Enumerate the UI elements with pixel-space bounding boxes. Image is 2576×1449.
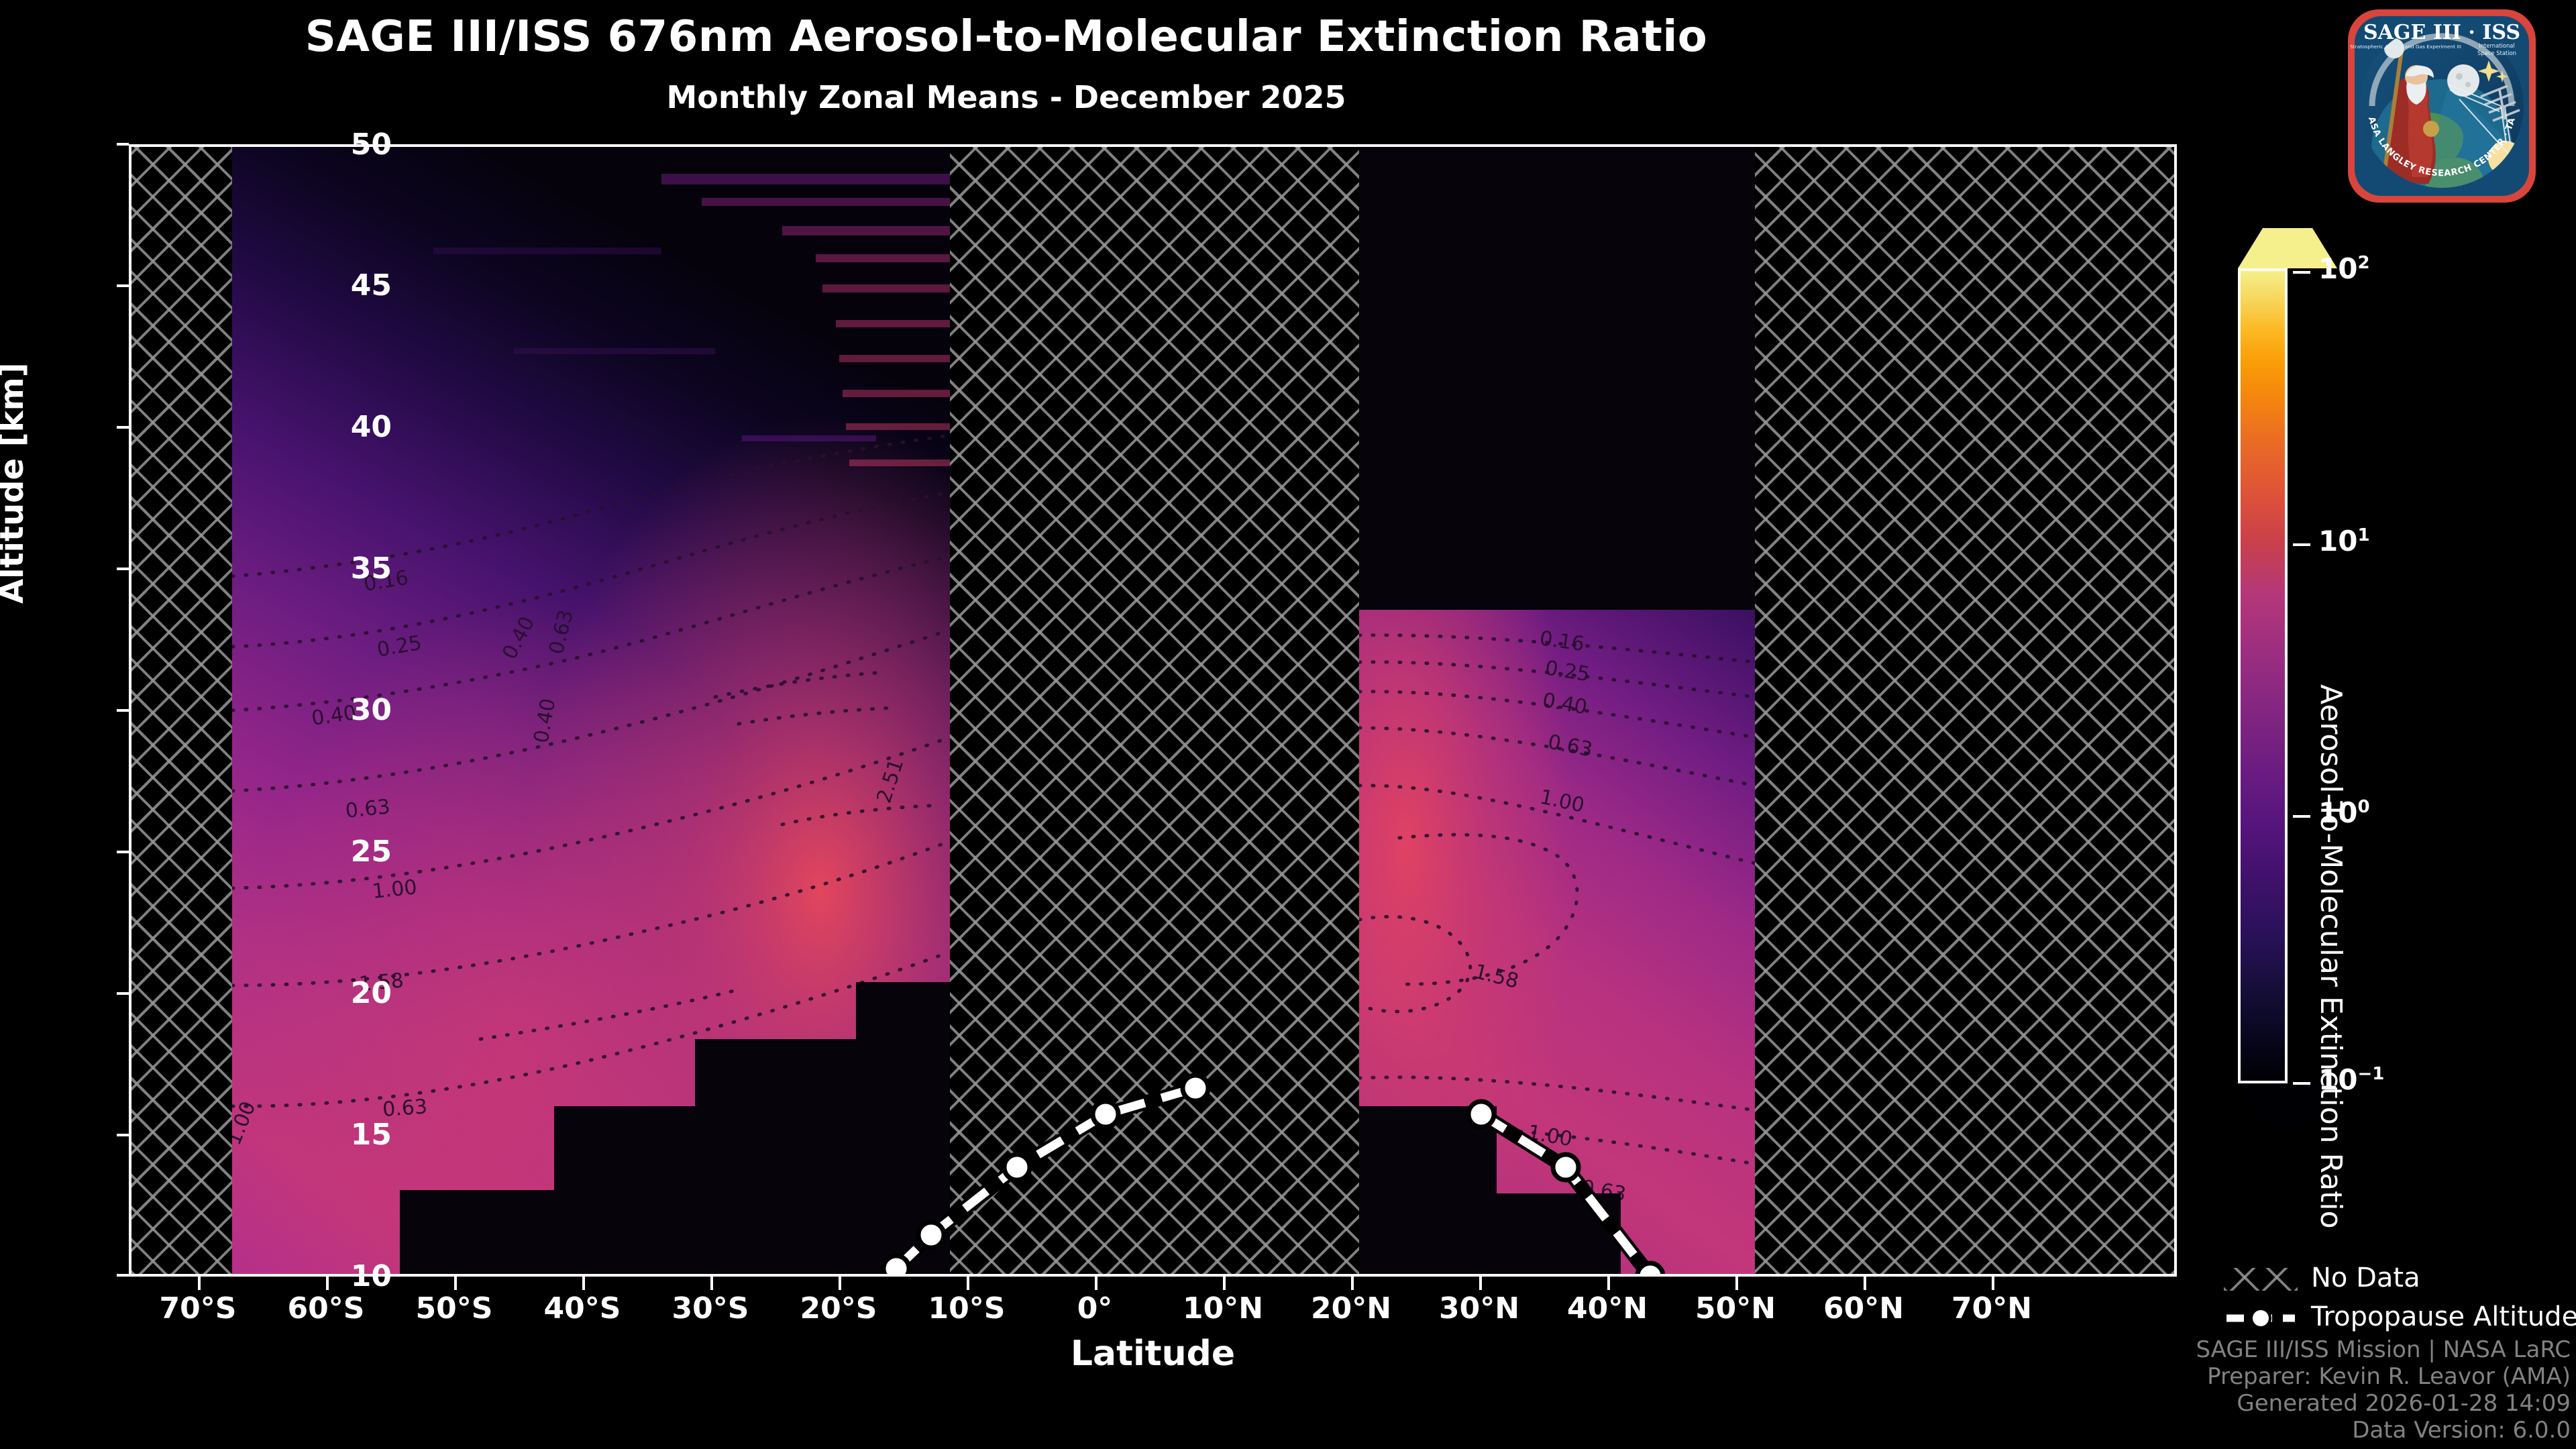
logo-title: SAGE III · ISS: [2363, 21, 2520, 44]
x-tick-label: 70°S: [159, 1291, 237, 1326]
x-tick-label: 60°N: [1823, 1291, 1904, 1326]
svg-text:1.00: 1.00: [371, 875, 418, 904]
x-tick-label: 30°N: [1438, 1291, 1520, 1326]
x-tick-label: 50°N: [1695, 1291, 1776, 1326]
y-axis-label: Altitude [km]: [0, 362, 31, 604]
footer-line-preparer: Preparer: Kevin R. Leavor (AMA): [2207, 1362, 2571, 1390]
plot-area: 0.16 0.25 0.40 0.63 0.40 0.63 0.40 1.00 …: [129, 144, 2177, 1277]
y-tick-label: 15: [350, 1118, 392, 1152]
footer-credits: SAGE III/ISS Mission | NASA LaRC Prepare…: [2196, 1336, 2571, 1444]
x-tick-label: 40°S: [543, 1291, 621, 1326]
colorbar: 102 101 100 10−1: [2229, 188, 2384, 1167]
no-data-hatch-icon: [2224, 1264, 2298, 1295]
tropopause-markers: [881, 1073, 1666, 1274]
tropopause-line-nh: [1474, 1107, 1663, 1274]
colorbar-gradient: [2238, 268, 2288, 1083]
y-tick-label: 30: [350, 693, 392, 727]
y-tick-label: 25: [350, 835, 392, 869]
legend-label-no-data: No Data: [2311, 1263, 2420, 1293]
footer-line-mission: SAGE III/ISS Mission | NASA LaRC: [2196, 1336, 2571, 1363]
legend-label-tropopause: Tropopause Altitude: [2311, 1301, 2576, 1332]
x-tick-label: 10°S: [928, 1291, 1006, 1326]
colorbar-tick-label: 102: [2318, 252, 2370, 285]
logo-subtitle-left: Stratospheric Aerosol and Gas Experiment…: [2350, 44, 2461, 50]
footer-line-data-version: Data Version: 6.0.0: [2352, 1416, 2571, 1444]
page-subtitle: Monthly Zonal Means - December 2025: [666, 79, 1346, 115]
y-tick-label: 20: [350, 976, 392, 1010]
x-tick-label: 40°N: [1566, 1291, 1648, 1326]
x-tick-label: 20°N: [1310, 1291, 1392, 1326]
y-tick-label: 35: [350, 551, 392, 586]
svg-text:0.63: 0.63: [344, 795, 391, 823]
x-tick-label: 20°S: [800, 1291, 877, 1326]
tropopause-altitude-series: [881, 1073, 1666, 1274]
x-tick-label: 0°: [1077, 1291, 1113, 1326]
svg-text:1.58: 1.58: [358, 969, 405, 996]
legend-item-no-data: No Data: [2224, 1261, 2573, 1300]
y-tick-label: 45: [350, 268, 392, 303]
logo-subtitle-right-2: Space Station: [2477, 50, 2516, 56]
colorbar-tick-label: 100: [2318, 796, 2370, 829]
colorbar-tick-label: 101: [2318, 525, 2370, 557]
colorbar-extend-bottom-icon: [2238, 1083, 2337, 1124]
y-tick-label: 50: [350, 127, 392, 162]
logo-subtitle-right-1: International: [2479, 42, 2514, 49]
x-axis-label: Latitude: [1070, 1334, 1236, 1374]
x-tick-label: 60°S: [287, 1291, 365, 1326]
legend-item-tropopause: Tropopause Altitude: [2224, 1300, 2576, 1339]
y-tick-label: 10: [350, 1259, 392, 1293]
colorbar-extend-top-icon: [2238, 228, 2337, 268]
colorbar-title: Aerosol-To-Molecular Extinction Ratio: [2314, 684, 2348, 1229]
x-tick-label: 70°N: [1951, 1291, 2033, 1326]
legend: No Data Tropopause Altitude: [2224, 1261, 2576, 1339]
y-tick-label: 40: [350, 410, 392, 444]
tropopause-line-icon: [2224, 1303, 2298, 1334]
x-tick-label: 50°S: [415, 1291, 493, 1326]
x-tick-label: 10°N: [1182, 1291, 1264, 1326]
footer-line-generated: Generated 2026-01-28 14:09: [2237, 1389, 2571, 1417]
page-title: SAGE III/ISS 676nm Aerosol-to-Molecular …: [305, 12, 1708, 62]
svg-text:0.63: 0.63: [382, 1095, 428, 1122]
data-panel-southern-hemisphere: 0.16 0.25 0.40 0.63 0.40 0.63 0.40 1.00 …: [232, 147, 950, 1274]
sage-iii-iss-mission-patch-logo: SAGE III · ISS Stratospheric Aerosol and…: [2337, 0, 2542, 207]
x-tick-label: 30°S: [672, 1291, 749, 1326]
colorbar-tick-label: 10−1: [2318, 1063, 2385, 1096]
